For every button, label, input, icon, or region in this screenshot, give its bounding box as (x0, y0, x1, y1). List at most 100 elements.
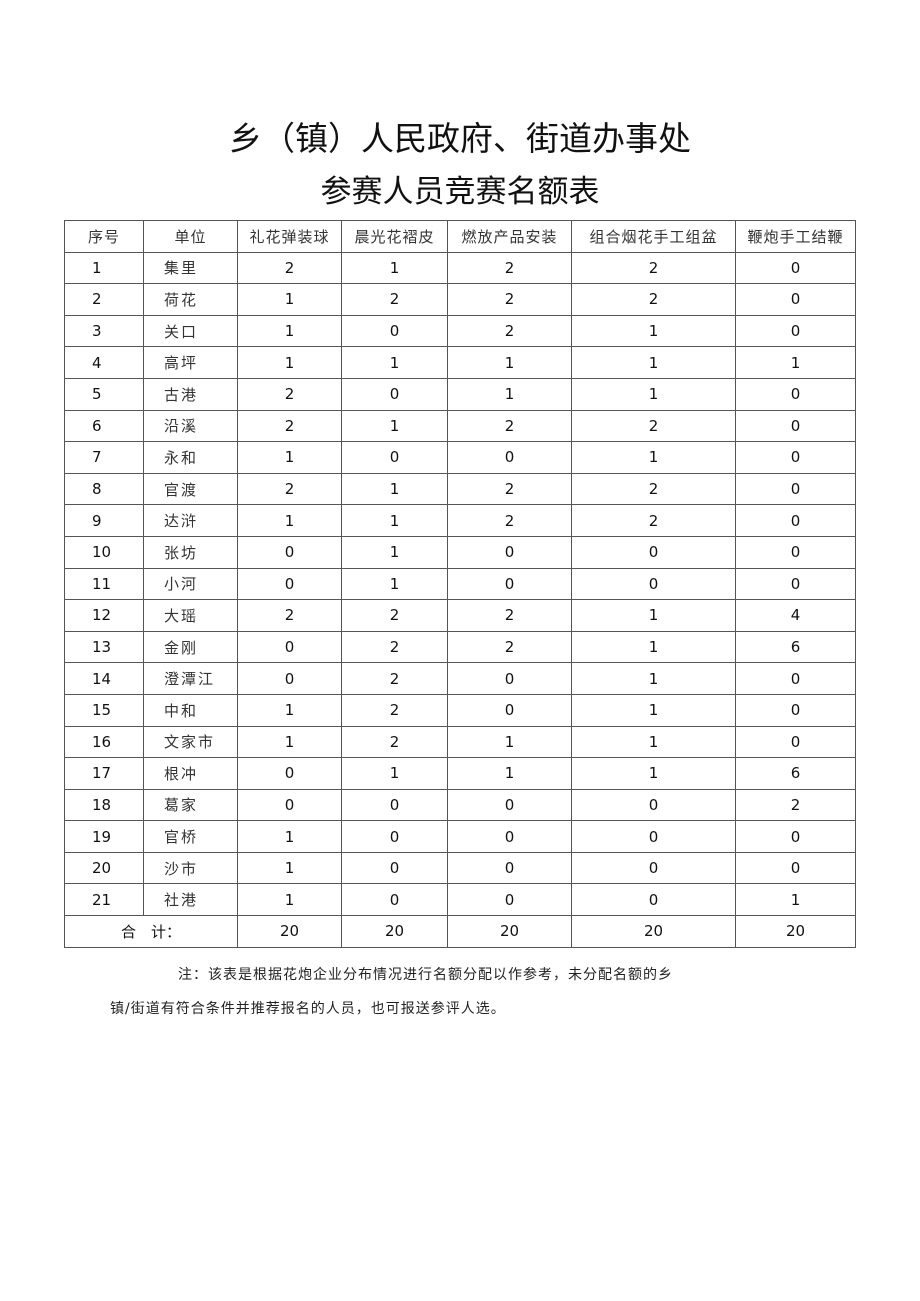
title-line-2: 参赛人员竞赛名额表 (320, 174, 600, 210)
table-row: 7 永和 1 0 0 1 0 (64, 441, 856, 474)
quota-cell: 0 (571, 883, 736, 917)
quota-cell: 0 (237, 567, 342, 601)
note-line-2: 镇/街道有符合条件并推荐报名的人员，也可报送参评人选。 (110, 1001, 506, 1017)
unit-name: 文家市 (143, 725, 238, 759)
quota-cell: 2 (237, 251, 342, 285)
table-row: 10 张坊 0 1 0 0 0 (64, 535, 856, 569)
unit-name: 根冲 (143, 757, 238, 790)
row-number: 1 (64, 251, 144, 285)
quota-cell: 0 (447, 883, 572, 917)
quota-cell: 1 (341, 535, 448, 569)
quota-cell: 1 (571, 377, 736, 411)
quota-table: 序号 单位 礼花弹装球 晨光花褶皮 燃放产品安装 组合烟花手工组盆 鞭炮手工结鞭 1 集里 2 1… (64, 220, 856, 948)
total-row: 合 计： 20 20 20 20 20 (64, 915, 856, 948)
quota-cell: 6 (735, 757, 856, 790)
row-number: 7 (64, 441, 144, 474)
row-number: 9 (64, 504, 144, 537)
quota-cell: 1 (571, 346, 736, 379)
quota-cell: 1 (571, 599, 736, 632)
row-number: 4 (64, 346, 144, 379)
unit-name: 张坊 (143, 535, 238, 569)
table-row: 2 荷花 1 2 2 2 0 (64, 283, 856, 316)
table-row: 20 沙市 1 0 0 0 0 (64, 851, 856, 885)
quota-cell: 2 (447, 251, 572, 285)
quota-cell: 0 (341, 314, 448, 348)
quota-cell: 1 (237, 693, 342, 727)
row-number: 15 (64, 693, 144, 727)
quota-cell: 0 (571, 788, 736, 822)
quota-cell: 0 (447, 662, 572, 695)
quota-cell: 2 (237, 409, 342, 443)
quota-cell: 1 (571, 693, 736, 727)
quota-cell: 0 (341, 820, 448, 853)
quota-cell: 1 (237, 820, 342, 853)
quota-cell: 0 (735, 820, 856, 853)
table-row: 11 小河 0 1 0 0 0 (64, 567, 856, 601)
quota-cell: 0 (237, 535, 342, 569)
quota-cell: 1 (571, 757, 736, 790)
quota-cell: 6 (735, 630, 856, 664)
quota-cell: 2 (571, 472, 736, 506)
quota-cell: 1 (237, 883, 342, 917)
quota-cell: 0 (735, 662, 856, 695)
row-number: 13 (64, 630, 144, 664)
quota-cell: 0 (237, 757, 342, 790)
quota-cell: 1 (735, 346, 856, 379)
quota-cell: 0 (447, 788, 572, 822)
quota-cell: 2 (571, 283, 736, 316)
footnote: 注：该表是根据花炮企业分布情况进行名额分配以作参考，未分配名额的乡 镇/街道有符… (110, 958, 810, 1026)
quota-cell: 2 (341, 630, 448, 664)
quota-cell: 1 (237, 314, 342, 348)
unit-name: 古港 (143, 377, 238, 411)
quota-cell: 0 (341, 441, 448, 474)
quota-cell: 2 (237, 599, 342, 632)
row-number: 20 (64, 851, 144, 885)
quota-cell: 4 (735, 599, 856, 632)
column-header: 礼花弹装球 (237, 220, 342, 253)
quota-cell: 0 (735, 725, 856, 759)
table-row: 14 澄潭江 0 2 0 1 0 (64, 662, 856, 695)
quota-cell: 1 (341, 251, 448, 285)
column-header: 鞭炮手工结鞭 (735, 220, 856, 253)
table-row: 13 金刚 0 2 2 1 6 (64, 630, 856, 664)
quota-cell: 1 (341, 346, 448, 379)
quota-cell: 0 (735, 693, 856, 727)
row-number: 8 (64, 472, 144, 506)
quota-cell: 0 (735, 567, 856, 601)
quota-cell: 0 (447, 851, 572, 885)
unit-name: 官渡 (143, 472, 238, 506)
quota-cell: 2 (735, 788, 856, 822)
quota-cell: 1 (341, 567, 448, 601)
quota-cell: 1 (237, 725, 342, 759)
quota-cell: 0 (571, 820, 736, 853)
unit-name: 关口 (143, 314, 238, 348)
quota-cell: 0 (735, 504, 856, 537)
quota-cell: 0 (735, 251, 856, 285)
unit-name: 沿溪 (143, 409, 238, 443)
table-row: 19 官桥 1 0 0 0 0 (64, 820, 856, 853)
quota-cell: 0 (735, 851, 856, 885)
table-row: 16 文家市 1 2 1 1 0 (64, 725, 856, 759)
quota-cell: 2 (341, 693, 448, 727)
unit-name: 高坪 (143, 346, 238, 379)
quota-cell: 0 (735, 314, 856, 348)
quota-cell: 0 (341, 788, 448, 822)
quota-cell: 0 (571, 567, 736, 601)
table-row: 15 中和 1 2 0 1 0 (64, 693, 856, 727)
quota-cell: 1 (341, 409, 448, 443)
quota-cell: 2 (447, 314, 572, 348)
unit-name: 葛家 (143, 788, 238, 822)
column-header: 单位 (143, 220, 238, 253)
column-header: 组合烟花手工组盆 (571, 220, 736, 253)
note-line-1: 注：该表是根据花炮企业分布情况进行名额分配以作参考，未分配名额的乡 (178, 967, 673, 983)
total-label: 合 计： (64, 915, 238, 948)
quota-cell: 0 (341, 377, 448, 411)
quota-cell: 2 (447, 599, 572, 632)
quota-cell: 0 (447, 820, 572, 853)
quota-cell: 2 (571, 504, 736, 537)
row-number: 16 (64, 725, 144, 759)
quota-cell: 0 (341, 851, 448, 885)
quota-cell: 1 (341, 472, 448, 506)
quota-cell: 0 (447, 693, 572, 727)
table-row: 5 古港 2 0 1 1 0 (64, 377, 856, 411)
